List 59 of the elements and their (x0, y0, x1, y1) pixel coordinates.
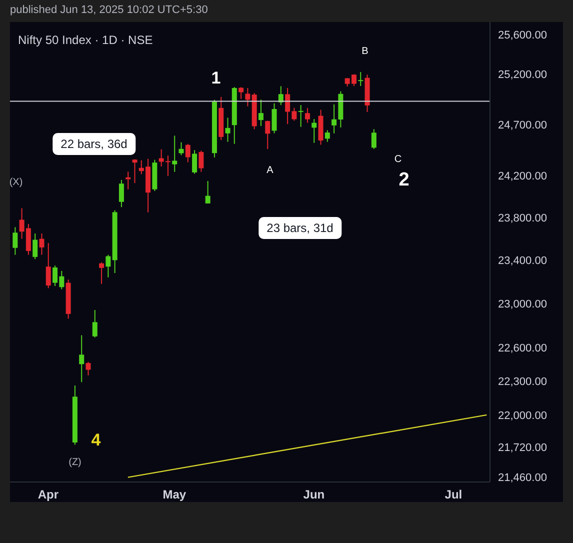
candlestick (92, 309, 98, 338)
candlestick (312, 118, 317, 144)
annotation: 23 bars, 31d (258, 217, 342, 239)
candlestick (178, 142, 184, 156)
candlestick (39, 233, 44, 256)
y-tick-label: 22,300.00 (498, 376, 547, 388)
y-tick-label: 21,460.00 (498, 472, 547, 484)
candlestick (118, 179, 124, 208)
candlestick (32, 233, 38, 260)
candlestick (172, 135, 178, 172)
annotation: B (362, 46, 368, 57)
candlestick (198, 150, 204, 172)
annotation: (X) (9, 177, 23, 188)
annotation: 2 (398, 170, 410, 190)
annotation: 1 (211, 68, 221, 88)
candlestick (272, 102, 277, 134)
x-tick-label: Jul (444, 488, 462, 502)
candlestick (258, 99, 264, 127)
x-tick-label: May (162, 488, 186, 502)
annotation: (Z) (68, 457, 82, 468)
candlestick (132, 158, 138, 184)
x-tick-label: Apr (38, 488, 59, 502)
candlestick (106, 254, 111, 278)
y-tick-label: 22,600.00 (498, 342, 547, 354)
candlestick (371, 128, 376, 150)
candlestick (238, 86, 244, 100)
y-tick-label: 25,600.00 (498, 30, 547, 42)
text: Nifty 50 Index · 1D · NSE (18, 33, 153, 47)
y-tick-label: 24,200.00 (498, 170, 547, 183)
candlestick (12, 226, 18, 256)
candlestick (185, 143, 190, 163)
candlestick (192, 150, 198, 174)
candlestick (332, 104, 337, 134)
x-tick-label: Jun (303, 488, 325, 502)
y-tick-label: 22,000.00 (498, 410, 547, 422)
candlestick (225, 117, 230, 142)
y-tick-label: 25,200.00 (498, 69, 547, 82)
candlestick (278, 86, 284, 106)
candlestick (324, 130, 330, 142)
annotation: A (266, 165, 274, 176)
candlestick (358, 72, 364, 86)
y-tick-label: 24,700.00 (498, 119, 547, 132)
annotation: 4 (91, 430, 101, 450)
annotation: C (394, 154, 402, 165)
candlestick (46, 242, 51, 289)
candlestick (86, 361, 91, 376)
candlestick (298, 104, 304, 128)
candlestick (265, 120, 270, 150)
y-tick-label: 23,000.00 (498, 298, 547, 310)
y-tick-label: 23,400.00 (498, 255, 547, 268)
candlestick (99, 262, 104, 284)
annotation: 22 bars, 36d (52, 133, 136, 155)
y-tick-label: 23,800.00 (498, 212, 547, 225)
text: published Jun 13, 2025 10:02 UTC+5:30 (10, 4, 208, 16)
candlestick (205, 180, 210, 204)
y-tick-label: 21,720.00 (498, 442, 547, 454)
candlestick (79, 334, 84, 383)
candlestick (304, 108, 310, 124)
candlestick (245, 88, 250, 107)
